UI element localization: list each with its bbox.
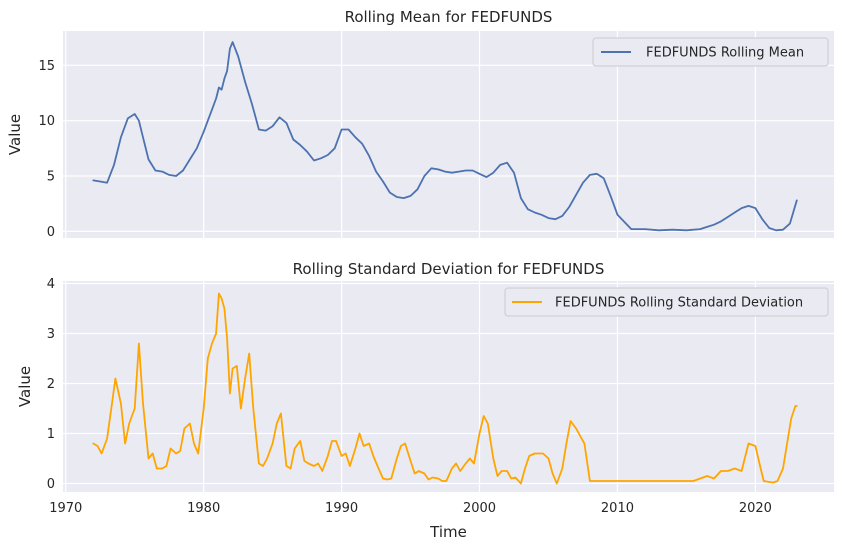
legend: FEDFUNDS Rolling Mean (592, 37, 829, 67)
x-axis-label: Time (429, 523, 467, 541)
y-tick-label: 15 (38, 59, 55, 74)
legend-label: FEDFUNDS Rolling Standard Deviation (555, 296, 803, 311)
y-tick-label: 0 (47, 225, 55, 240)
x-tick-label: 2020 (739, 501, 772, 516)
subplot-rolling-mean: 0 5 10 15 Rolling Mean for FEDFUNDS Value F… (6, 8, 834, 240)
series-line (92, 41, 798, 232)
y-tick-label: 1 (47, 427, 55, 442)
y-tick-label: 4 (47, 277, 55, 292)
x-tick-label: 1980 (187, 501, 220, 516)
y-tick-label: 5 (47, 170, 55, 185)
y-axis-label: Value (6, 114, 24, 155)
chart-title: Rolling Mean for FEDFUNDS (345, 8, 553, 26)
x-tick-label: 2010 (601, 501, 634, 516)
x-tick-labels: 1970 1980 1990 2000 2010 2020 (49, 501, 772, 516)
series-line (92, 292, 798, 485)
legend-box (504, 287, 829, 317)
subplot-rolling-std: 0 1 2 3 4 1970 1980 1990 2000 2010 2020 Rolling S… (16, 260, 834, 541)
y-tick-label: 3 (47, 327, 55, 342)
y-tick-label: 0 (47, 477, 55, 492)
y-tick-label: 2 (47, 377, 55, 392)
legend-box (592, 37, 829, 67)
x-tick-label: 2000 (463, 501, 496, 516)
y-tick-labels: 0 1 2 3 4 (47, 277, 55, 492)
y-tick-labels: 0 5 10 15 (38, 59, 55, 240)
y-tick-label: 10 (38, 114, 55, 129)
series-lines (92, 292, 798, 485)
legend-label: FEDFUNDS Rolling Mean (646, 46, 804, 61)
x-tick-label: 1990 (325, 501, 358, 516)
x-tick-label: 1970 (49, 501, 82, 516)
chart-title: Rolling Standard Deviation for FEDFUNDS (293, 260, 605, 278)
legend: FEDFUNDS Rolling Standard Deviation (504, 287, 829, 317)
series-lines (92, 41, 798, 232)
y-axis-label: Value (16, 366, 34, 407)
